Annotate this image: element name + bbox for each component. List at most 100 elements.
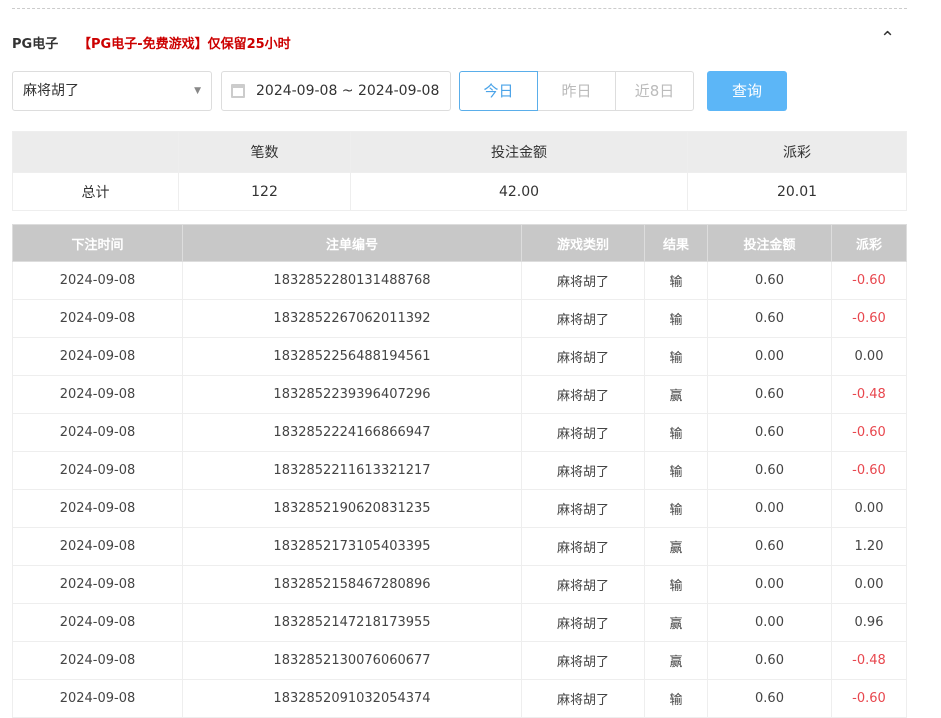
cell-bet-time: 2024-09-08 (12, 527, 183, 566)
summary-header-cell (12, 131, 179, 173)
cell-game-type: 麻将胡了 (521, 603, 645, 642)
caret-down-icon: ▼ (194, 86, 201, 96)
cell-result: 输 (644, 337, 708, 376)
cell-game-type: 麻将胡了 (521, 375, 645, 414)
cell-payout: -0.60 (831, 299, 907, 338)
cell-bet-amount: 0.60 (707, 679, 832, 718)
cell-payout: -0.60 (831, 413, 907, 452)
cell-order-id: 1832852173105403395 (182, 527, 522, 566)
summary-header-cell: 投注金额 (350, 131, 688, 173)
cell-bet-time: 2024-09-08 (12, 299, 183, 338)
header-bet-time: 下注时间 (12, 224, 183, 262)
cell-game-type: 麻将胡了 (521, 565, 645, 604)
divider (12, 8, 907, 9)
cell-bet-amount: 0.60 (707, 299, 832, 338)
cell-payout: -0.48 (831, 641, 907, 680)
cell-order-id: 1832852158467280896 (182, 565, 522, 604)
cell-bet-amount: 0.60 (707, 527, 832, 566)
table-row: 2024-09-08 1832852158467280896 麻将胡了输 0.00 0.… (12, 565, 907, 604)
cell-payout: -0.60 (831, 261, 907, 300)
cell-order-id: 1832852280131488768 (182, 261, 522, 300)
cell-payout: -0.60 (831, 679, 907, 718)
yesterday-button[interactable]: 昨日 (537, 71, 616, 111)
cell-bet-amount: 0.60 (707, 375, 832, 414)
table-row: 2024-09-08 1832852224166866947 麻将胡了输 0.60 -0… (12, 413, 907, 452)
cell-order-id: 1832852211613321217 (182, 451, 522, 490)
cell-bet-time: 2024-09-08 (12, 375, 183, 414)
cell-game-type: 麻将胡了 (521, 261, 645, 300)
table-row: 2024-09-08 1832852267062011392 麻将胡了输 0.60 -0… (12, 299, 907, 338)
summary-header-cell: 笔数 (178, 131, 351, 173)
game-select-value: 麻将胡了 (23, 83, 79, 99)
header-payout: 派彩 (831, 224, 907, 262)
cell-order-id: 1832852190620831235 (182, 489, 522, 528)
cell-bet-amount: 0.00 (707, 489, 832, 528)
today-button[interactable]: 今日 (459, 71, 538, 111)
cell-result: 输 (644, 451, 708, 490)
cell-result: 输 (644, 413, 708, 452)
calendar-icon (231, 84, 245, 98)
section-title: PG电子 (12, 37, 59, 52)
game-select[interactable]: 麻将胡了 ▼ (12, 71, 212, 111)
cell-game-type: 麻将胡了 (521, 679, 645, 718)
cell-game-type: 麻将胡了 (521, 489, 645, 528)
cell-bet-time: 2024-09-08 (12, 603, 183, 642)
cell-order-id: 1832852091032054374 (182, 679, 522, 718)
cell-game-type: 麻将胡了 (521, 413, 645, 452)
cell-order-id: 1832852147218173955 (182, 603, 522, 642)
cell-order-id: 1832852239396407296 (182, 375, 522, 414)
cell-bet-amount: 0.00 (707, 337, 832, 376)
query-button[interactable]: 查询 (707, 71, 787, 111)
header-result: 结果 (644, 224, 708, 262)
cell-result: 赢 (644, 603, 708, 642)
header-bet-amount: 投注金额 (707, 224, 832, 262)
cell-payout: -0.60 (831, 451, 907, 490)
cell-bet-time: 2024-09-08 (12, 565, 183, 604)
header-order-id: 注单编号 (182, 224, 522, 262)
summary-row: 总计 122 42.00 20.01 (12, 172, 907, 211)
table-row: 2024-09-08 1832852173105403395 麻将胡了赢 0.60 1.… (12, 527, 907, 566)
cell-order-id: 1832852256488194561 (182, 337, 522, 376)
table-row: 2024-09-08 1832852239396407296 麻将胡了赢 0.60 -0… (12, 375, 907, 414)
last-8-days-button[interactable]: 近8日 (615, 71, 694, 111)
cell-game-type: 麻将胡了 (521, 451, 645, 490)
cell-bet-amount: 0.00 (707, 603, 832, 642)
cell-bet-time: 2024-09-08 (12, 679, 183, 718)
cell-payout: 0.00 (831, 565, 907, 604)
cell-payout: -0.48 (831, 375, 907, 414)
header-game-type: 游戏类别 (521, 224, 645, 262)
summary-label: 总计 (12, 172, 179, 211)
cell-game-type: 麻将胡了 (521, 337, 645, 376)
summary-header: 笔数 投注金额 派彩 (12, 131, 907, 173)
table-row: 2024-09-08 1832852211613321217 麻将胡了输 0.60 -0… (12, 451, 907, 490)
cell-bet-time: 2024-09-08 (12, 451, 183, 490)
retention-notice: 【PG电子-免费游戏】仅保留25小时 (78, 37, 291, 52)
cell-game-type: 麻将胡了 (521, 299, 645, 338)
cell-game-type: 麻将胡了 (521, 641, 645, 680)
table-row: 2024-09-08 1832852190620831235 麻将胡了输 0.00 0.… (12, 489, 907, 528)
cell-bet-amount: 0.00 (707, 565, 832, 604)
cell-order-id: 1832852130076060677 (182, 641, 522, 680)
date-range-input[interactable]: 2024-09-08 ~ 2024-09-08 (221, 71, 451, 111)
date-range-value: 2024-09-08 ~ 2024-09-08 (256, 83, 440, 99)
table-row: 2024-09-08 1832852130076060677 麻将胡了赢 0.60 -0… (12, 641, 907, 680)
cell-result: 输 (644, 565, 708, 604)
cell-bet-amount: 0.60 (707, 261, 832, 300)
cell-bet-time: 2024-09-08 (12, 413, 183, 452)
cell-bet-amount: 0.60 (707, 413, 832, 452)
cell-result: 输 (644, 299, 708, 338)
cell-bet-time: 2024-09-08 (12, 489, 183, 528)
summary-table: 笔数 投注金额 派彩 总计 122 42.00 20.01 (12, 131, 907, 211)
summary-payout: 20.01 (687, 172, 907, 211)
cell-payout: 0.00 (831, 337, 907, 376)
cell-bet-time: 2024-09-08 (12, 261, 183, 300)
cell-payout: 0.00 (831, 489, 907, 528)
cell-result: 输 (644, 261, 708, 300)
table-row: 2024-09-08 1832852280131488768 麻将胡了输 0.60 -0… (12, 261, 907, 300)
table-row: 2024-09-08 1832852147218173955 麻将胡了赢 0.00 0.… (12, 603, 907, 642)
table-row: 2024-09-08 1832852256488194561 麻将胡了输 0.00 0.… (12, 337, 907, 376)
summary-count: 122 (178, 172, 351, 211)
cell-result: 赢 (644, 527, 708, 566)
summary-bet: 42.00 (350, 172, 688, 211)
chevron-up-icon[interactable]: ⌃ (880, 28, 896, 49)
